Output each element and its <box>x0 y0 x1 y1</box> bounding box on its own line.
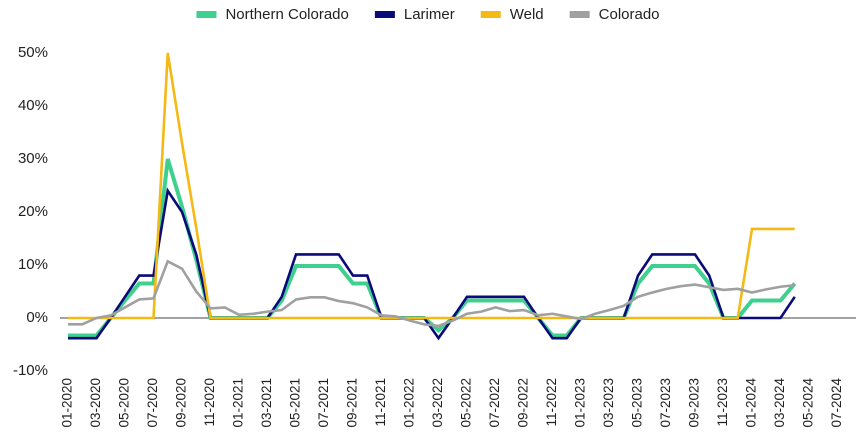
x-tick-label: 01-2021 <box>231 378 246 428</box>
x-tick-label: 07-2023 <box>658 378 673 428</box>
legend-item: Colorado <box>569 6 660 23</box>
x-tick-label: 05-2023 <box>630 378 645 428</box>
legend-swatch <box>480 11 501 18</box>
x-tick-label: 11-2021 <box>373 378 388 427</box>
legend-item: Weld <box>480 6 544 23</box>
legend-swatch <box>196 11 217 18</box>
x-tick-label: 03-2023 <box>601 378 616 428</box>
x-tick-label: 11-2022 <box>544 378 559 427</box>
x-tick-label: 05-2022 <box>459 378 474 428</box>
legend-item: Larimer <box>374 6 455 23</box>
x-tick-label: 09-2020 <box>174 378 189 428</box>
legend-label: Larimer <box>404 6 455 23</box>
x-tick-label: 03-2022 <box>430 378 445 428</box>
legend-label: Northern Colorado <box>225 6 348 23</box>
x-tick-label: 09-2023 <box>687 378 702 428</box>
legend-swatch <box>374 11 395 18</box>
x-tick-label: 03-2024 <box>772 378 787 428</box>
series-line <box>68 158 797 338</box>
x-tick-label: 09-2022 <box>516 378 531 428</box>
x-tick-label: 01-2023 <box>573 378 588 428</box>
legend-item: Northern Colorado <box>196 6 349 23</box>
x-tick-label: 05-2024 <box>801 378 816 428</box>
y-tick-label: -10% <box>13 362 48 379</box>
x-tick-label: 01-2020 <box>60 378 75 428</box>
x-tick-label: 01-2022 <box>402 378 417 428</box>
x-tick-label: 07-2021 <box>316 378 331 428</box>
series-line <box>68 187 796 341</box>
y-tick-label: 10% <box>18 256 48 273</box>
x-tick-label: 07-2020 <box>145 378 160 428</box>
series-line <box>68 52 795 320</box>
legend-label: Colorado <box>599 6 660 23</box>
y-tick-label: 30% <box>18 150 48 167</box>
x-tick-label: 09-2021 <box>345 378 360 428</box>
x-tick-label: 07-2024 <box>829 378 844 428</box>
y-tick-label: 20% <box>18 203 48 220</box>
y-tick-label: 40% <box>18 97 48 114</box>
series-line <box>68 259 795 328</box>
x-tick-label: 05-2020 <box>117 378 132 428</box>
y-tick-label: 50% <box>18 44 48 61</box>
x-tick-label: 11-2023 <box>715 378 730 427</box>
x-tick-label: 07-2022 <box>487 378 502 428</box>
y-tick-label: 0% <box>26 309 48 326</box>
x-tick-label: 01-2024 <box>744 378 759 428</box>
x-tick-label: 05-2021 <box>288 378 303 428</box>
legend-label: Weld <box>510 6 544 23</box>
legend-swatch <box>569 11 590 18</box>
x-tick-label: 03-2020 <box>88 378 103 428</box>
x-tick-label: 03-2021 <box>259 378 274 428</box>
x-tick-label: 11-2020 <box>202 378 217 427</box>
